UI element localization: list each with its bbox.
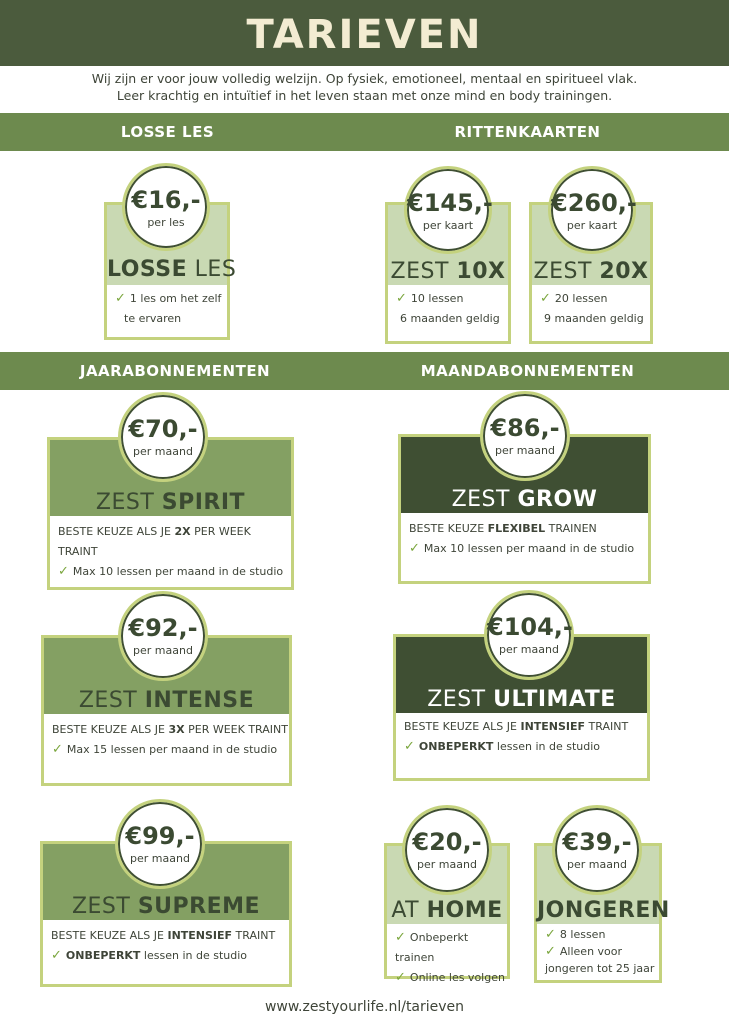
section-band-abonnementen: JAARABONNEMENTEN MAANDABONNEMENTEN xyxy=(0,352,729,390)
price-circle-at-home: €20,- per maand xyxy=(402,805,492,895)
price-circle-zest-10x: €145,- per kaart xyxy=(404,166,493,254)
price-circle-zest-ultimate: €104,- per maand xyxy=(484,590,574,680)
section-losse-les: LOSSE LES xyxy=(120,123,215,141)
check-icon: ✓ xyxy=(395,970,406,985)
check-icon: ✓ xyxy=(540,291,551,306)
card-zest-supreme-name: ZEST SUPREME xyxy=(71,894,261,919)
title-bar: TARIEVEN xyxy=(0,0,729,66)
card-at-home-name: AT HOME xyxy=(391,898,503,923)
check-icon: ✓ xyxy=(396,291,407,306)
section-rittenkaarten: RITTENKAARTEN xyxy=(454,123,601,141)
price-circle-zest-20x: €260,- per kaart xyxy=(548,166,637,254)
intro-line-1: Wij zijn er voor jouw volledig welzijn. … xyxy=(91,71,638,86)
section-jaarabonnementen: JAARABONNEMENTEN xyxy=(79,362,271,380)
check-icon: ✓ xyxy=(58,564,69,579)
price-circle-losse-les: €16,- per les xyxy=(122,163,210,251)
check-icon: ✓ xyxy=(409,541,420,556)
check-icon: ✓ xyxy=(51,948,62,963)
intro-line-2: Leer krachtig en intuïtief in het leven … xyxy=(116,88,613,103)
price-circle-zest-grow: €86,- per maand xyxy=(480,391,570,481)
card-zest-10x-name: ZEST 10X xyxy=(390,259,506,284)
check-icon: ✓ xyxy=(395,930,406,945)
card-zest-ultimate-name: ZEST ULTIMATE xyxy=(427,687,616,712)
card-zest-spirit-name: ZEST SPIRIT xyxy=(95,490,246,515)
footer-url[interactable]: www.zestyourlife.nl/tarieven xyxy=(264,999,465,1015)
card-zest-20x-name: ZEST 20X xyxy=(533,259,649,284)
card-zest-grow: ZEST GROW BESTE KEUZE FLEXIBEL TRAINEN ✓… xyxy=(398,434,651,584)
card-zest-20x: ZEST 20X ✓ 20 lessen 9 maanden geldig xyxy=(529,202,653,344)
price-circle-zest-intense: €92,- per maand xyxy=(118,591,208,681)
intro-text: Wij zijn er voor jouw volledig welzijn. … xyxy=(40,70,689,104)
card-zest-supreme: ZEST SUPREME BESTE KEUZE ALS JE INTENSIE… xyxy=(40,841,292,987)
page-title: TARIEVEN xyxy=(246,12,483,58)
section-band-top: LOSSE LES RITTENKAARTEN xyxy=(0,113,729,151)
check-icon: ✓ xyxy=(545,927,556,942)
card-jongeren-name: JONGEREN xyxy=(537,898,670,923)
price-circle-zest-supreme: €99,- per maand xyxy=(115,799,205,889)
card-zest-grow-name: ZEST GROW xyxy=(451,487,598,512)
check-icon: ✓ xyxy=(545,944,556,959)
card-losse-les-name: LOSSE LES xyxy=(107,257,237,282)
check-icon: ✓ xyxy=(52,742,63,757)
card-zest-intense-name: ZEST INTENSE xyxy=(78,688,255,713)
check-icon: ✓ xyxy=(115,291,126,306)
check-icon: ✓ xyxy=(404,739,415,754)
section-maandabonnementen: MAANDABONNEMENTEN xyxy=(420,362,635,380)
price-circle-jongeren: €39,- per maand xyxy=(552,805,642,895)
price-circle-zest-spirit: €70,- per maand xyxy=(118,392,208,482)
